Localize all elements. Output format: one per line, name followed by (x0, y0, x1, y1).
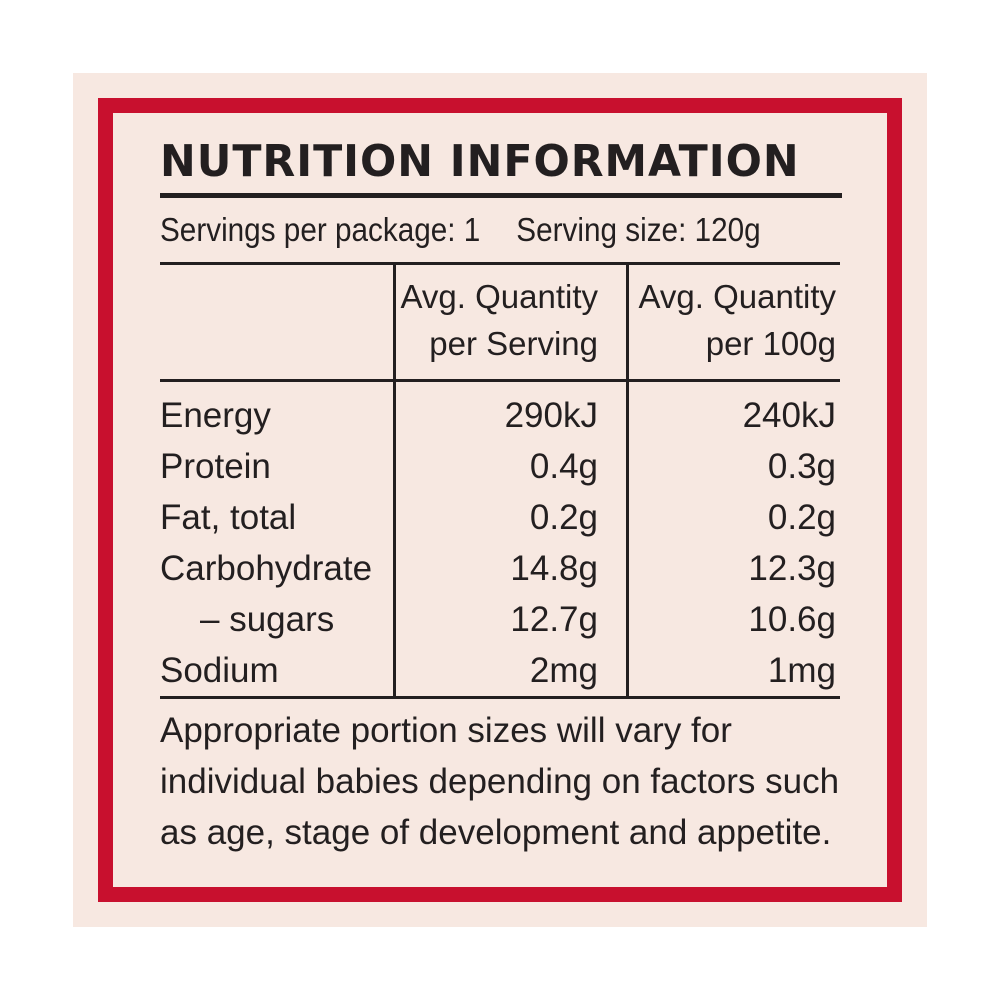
nutrient-name: Sodium (160, 651, 279, 690)
servings-per-package: Servings per package: 1 (160, 211, 481, 248)
table-row: Energy 290kJ 240kJ (160, 390, 840, 441)
value-per-serving: 2mg (529, 651, 598, 690)
table-row: Carbohydrate 14.8g 12.3g (160, 543, 840, 594)
column-header-per-serving: Avg. Quantity per Serving (400, 273, 598, 367)
nutrient-rows: Energy 290kJ 240kJ Protein 0.4g 0.3g Fat… (160, 390, 840, 696)
value-per-serving: 0.2g (529, 498, 598, 537)
serving-size: Serving size: 120g (516, 211, 761, 248)
value-per-serving: 0.4g (529, 447, 598, 486)
value-per-serving: 14.8g (510, 549, 598, 588)
column-divider-2 (626, 262, 629, 699)
panel-title: NUTRITION INFORMATION (160, 136, 800, 187)
title-rule (160, 193, 842, 198)
column-header-per-100g: Avg. Quantity per 100g (638, 273, 836, 367)
table-row: – sugars 12.7g 10.6g (160, 594, 840, 645)
nutrient-name: Energy (160, 396, 271, 435)
red-border-frame (98, 98, 902, 902)
value-per-serving: 290kJ (504, 396, 598, 435)
footnote-line: Appropriate portion sizes will vary for (160, 711, 732, 750)
value-per-100g: 0.3g (767, 447, 836, 486)
nutrient-name: Fat, total (160, 498, 297, 537)
nutrient-name: Carbohydrate (160, 549, 373, 588)
footnote: Appropriate portion sizes will vary for … (160, 705, 840, 858)
header-bottom-rule (160, 379, 840, 382)
table-row: Protein 0.4g 0.3g (160, 441, 840, 492)
column-header-per-100g-line2: per 100g (705, 325, 836, 362)
footnote-line: individual babies depending on factors s… (160, 762, 840, 801)
nutrient-name: – sugars (200, 600, 335, 639)
footnote-line: as age, stage of development and appetit… (160, 813, 832, 852)
table-bottom-rule (160, 696, 840, 699)
nutrient-name: Protein (160, 447, 271, 486)
value-per-100g: 10.6g (748, 600, 836, 639)
table-row: Fat, total 0.2g 0.2g (160, 492, 840, 543)
value-per-serving: 12.7g (510, 600, 598, 639)
value-per-100g: 1mg (767, 651, 836, 690)
column-header-per-serving-line1: Avg. Quantity (400, 278, 598, 315)
column-header-per-100g-line1: Avg. Quantity (638, 278, 836, 315)
value-per-100g: 0.2g (767, 498, 836, 537)
value-per-100g: 240kJ (742, 396, 836, 435)
value-per-100g: 12.3g (748, 549, 836, 588)
column-divider-1 (393, 262, 396, 699)
column-header-per-serving-line2: per Serving (429, 325, 598, 362)
header-top-rule (160, 262, 840, 265)
table-row: Sodium 2mg 1mg (160, 645, 840, 696)
servings-line: Servings per package: 1 Serving size: 120… (160, 206, 761, 254)
